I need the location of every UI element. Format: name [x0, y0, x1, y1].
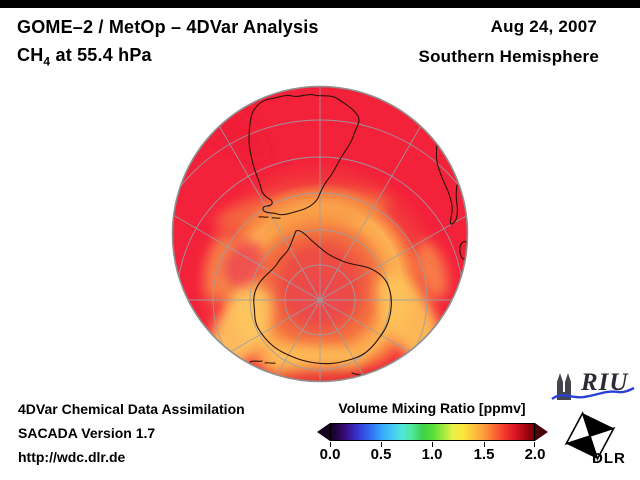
colorbar-tick [432, 442, 433, 447]
plot-subtitle: CH4 at 55.4 hPa [17, 45, 152, 69]
colorbar-left-arrow-icon [317, 423, 330, 441]
coast-south-america [248, 94, 360, 216]
colorbar-tick-label: 1.5 [473, 446, 495, 463]
plot-title: GOME–2 / MetOp – 4DVar Analysis [17, 17, 319, 37]
dlr-logo-icon [564, 411, 616, 461]
credit-line-assimilation: 4DVar Chemical Data Assimilation [18, 401, 245, 417]
ch4-field-anomalies [194, 98, 449, 381]
riu-logo-text: RIU [581, 369, 629, 396]
hemisphere-label: Southern Hemisphere [418, 47, 599, 66]
colorbar-title: Volume Mixing Ratio [ppmv] [338, 400, 526, 416]
colorbar-tick-label: 2.0 [524, 446, 546, 463]
coast-antarctica [253, 230, 392, 365]
colorbar-gradient [330, 423, 535, 441]
credit-line-version: SACADA Version 1.7 [18, 425, 156, 441]
coast-islands-sw [249, 360, 276, 364]
dlr-logo-text: DLR [592, 450, 626, 467]
riu-cathedral-icon [551, 373, 635, 400]
graticule [173, 87, 467, 381]
credit-line-url: http://wdc.dlr.de [18, 449, 126, 465]
colorbar-right-arrow-icon [535, 423, 548, 441]
globe-rim [171, 85, 469, 383]
colorbar-tick [534, 442, 535, 447]
species-symbol: CH [17, 45, 44, 65]
pressure-level: at 55.4 hPa [50, 45, 152, 65]
analysis-date: Aug 24, 2007 [490, 17, 597, 36]
colorbar-tick [381, 442, 382, 447]
coast-tierra-del-fuego [258, 216, 281, 219]
colorbar-tick-label: 1.0 [421, 446, 443, 463]
colorbar-tick-label: 0.5 [370, 446, 392, 463]
colorbar-tick-label: 0.0 [319, 446, 341, 463]
colorbar-tick [330, 442, 331, 447]
colorbar-tick [484, 442, 485, 447]
species-subscript: 4 [43, 54, 51, 69]
top-black-bar [0, 0, 640, 8]
